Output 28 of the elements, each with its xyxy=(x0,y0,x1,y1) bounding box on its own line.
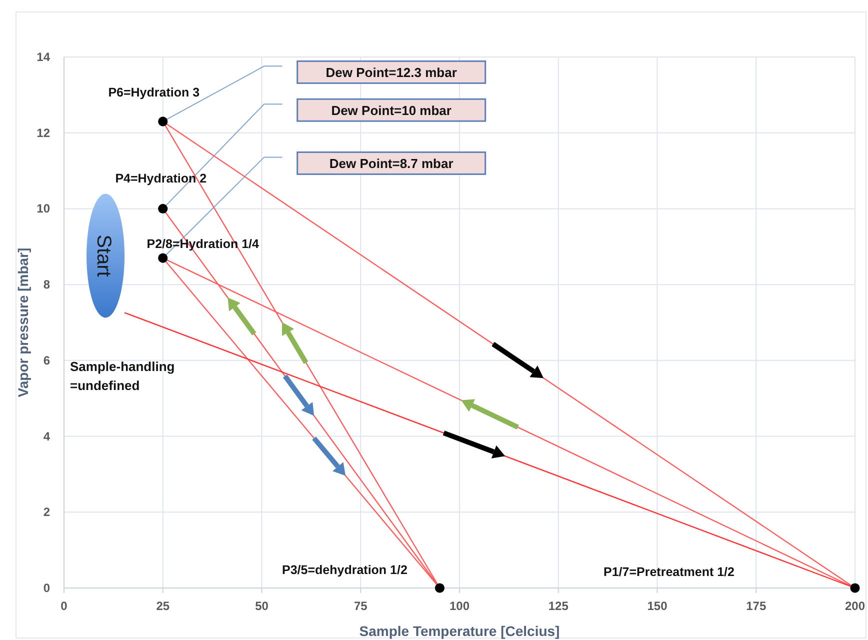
x-tick-label: 50 xyxy=(255,599,269,613)
x-tick-label: 0 xyxy=(60,599,68,613)
annotation: Sample-handling =undefined xyxy=(70,359,175,393)
x-axis-title: Sample Temperature [Celcius] xyxy=(359,623,560,639)
annotation: P6=Hydration 3 xyxy=(108,85,200,100)
y-axis-title: Vapor pressure [mbar] xyxy=(15,248,31,398)
y-tick-label: 4 xyxy=(43,429,50,444)
x-tick-label: 150 xyxy=(647,599,668,613)
annotation: Start xyxy=(92,234,115,278)
y-tick-label: 10 xyxy=(36,202,50,216)
y-tick-label: 8 xyxy=(43,278,50,292)
y-tick-label: 6 xyxy=(43,353,50,368)
annotation: Dew Point=12.3 mbar xyxy=(326,65,457,80)
x-tick-label: 25 xyxy=(156,599,170,613)
x-tick-label: 100 xyxy=(449,599,470,613)
annotation: P1/7=Pretreatment 1/2 xyxy=(604,565,735,579)
annotation: Dew Point=10 mbar xyxy=(331,103,452,118)
y-tick-label: 0 xyxy=(43,581,50,595)
x-tick-label: 175 xyxy=(746,599,766,613)
x-tick-label: 125 xyxy=(548,599,569,613)
x-tick-label: 75 xyxy=(354,599,368,613)
annotation: Dew Point=8.7 mbar xyxy=(329,156,454,172)
y-tick-label: 14 xyxy=(36,50,50,64)
y-tick-label: 12 xyxy=(36,126,50,140)
annotation: P4=Hydration 2 xyxy=(115,172,207,186)
annotation: P3/5=dehydration 1/2 xyxy=(282,563,408,577)
y-tick-label: 2 xyxy=(43,505,50,520)
x-tick-label: 200 xyxy=(844,599,866,613)
